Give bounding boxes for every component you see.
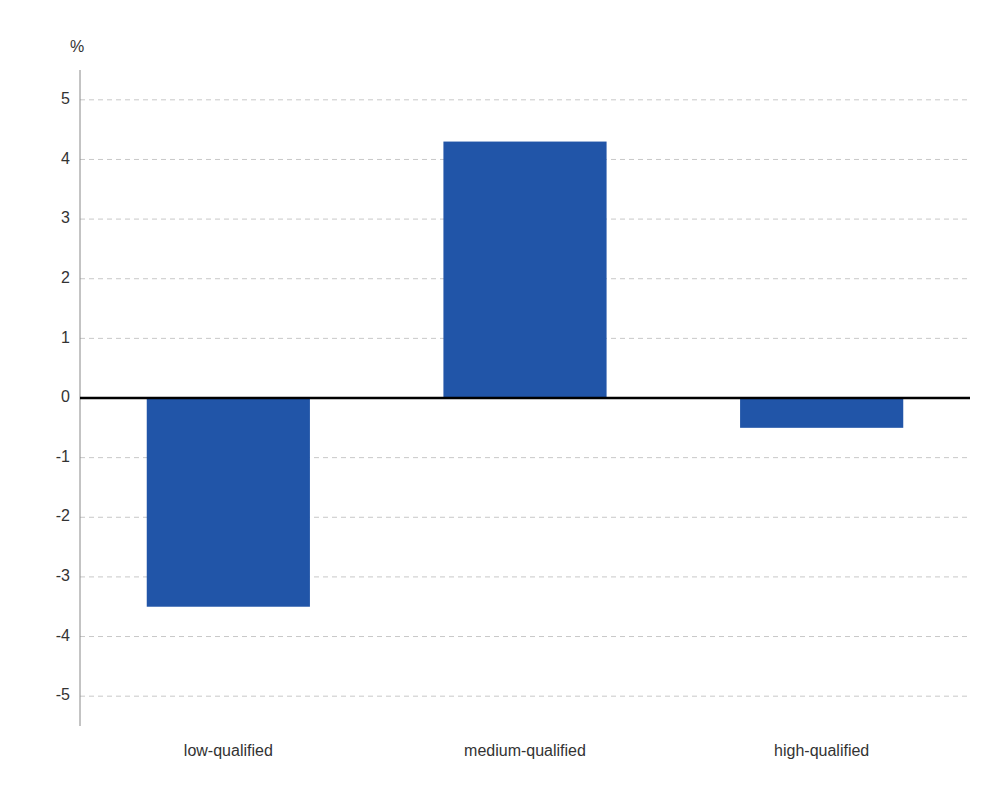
y-tick-label: -3 bbox=[56, 567, 70, 584]
y-tick-label: 1 bbox=[61, 329, 70, 346]
grid-line bbox=[80, 99, 970, 100]
bar bbox=[740, 398, 903, 428]
y-tick-label: 4 bbox=[61, 150, 70, 167]
x-tick-label: medium-qualified bbox=[464, 742, 586, 759]
y-tick-label: -1 bbox=[56, 448, 70, 465]
x-tick-labels: low-qualified medium-qualified high-qualif… bbox=[184, 742, 869, 759]
grid-line bbox=[80, 696, 970, 697]
y-tick-label: 5 bbox=[61, 90, 70, 107]
x-tick-label: low-qualified bbox=[184, 742, 273, 759]
zero-line bbox=[80, 397, 970, 400]
y-tick-label: 2 bbox=[61, 269, 70, 286]
chart: -5 -4 -3 -2 -1 0 1 2 3 4 5 low-qualified medium-qual… bbox=[0, 0, 1000, 796]
grid-line bbox=[80, 398, 970, 399]
y-tick-label: 3 bbox=[61, 209, 70, 226]
y-tick-label: -2 bbox=[56, 507, 70, 524]
y-axis-label: % bbox=[70, 38, 84, 55]
y-grid bbox=[80, 100, 970, 696]
background bbox=[0, 0, 1000, 796]
bar bbox=[443, 142, 606, 398]
bars bbox=[147, 142, 904, 607]
chart-container: -5 -4 -3 -2 -1 0 1 2 3 4 5 low-qualified medium-qual… bbox=[0, 0, 1000, 796]
y-tick-labels: -5 -4 -3 -2 -1 0 1 2 3 4 5 bbox=[56, 90, 70, 703]
y-tick-label: -4 bbox=[56, 627, 70, 644]
y-tick-label: -5 bbox=[56, 686, 70, 703]
y-tick-label: 0 bbox=[61, 388, 70, 405]
x-tick-label: high-qualified bbox=[774, 742, 869, 759]
grid-line bbox=[80, 636, 970, 637]
bar bbox=[147, 398, 310, 607]
